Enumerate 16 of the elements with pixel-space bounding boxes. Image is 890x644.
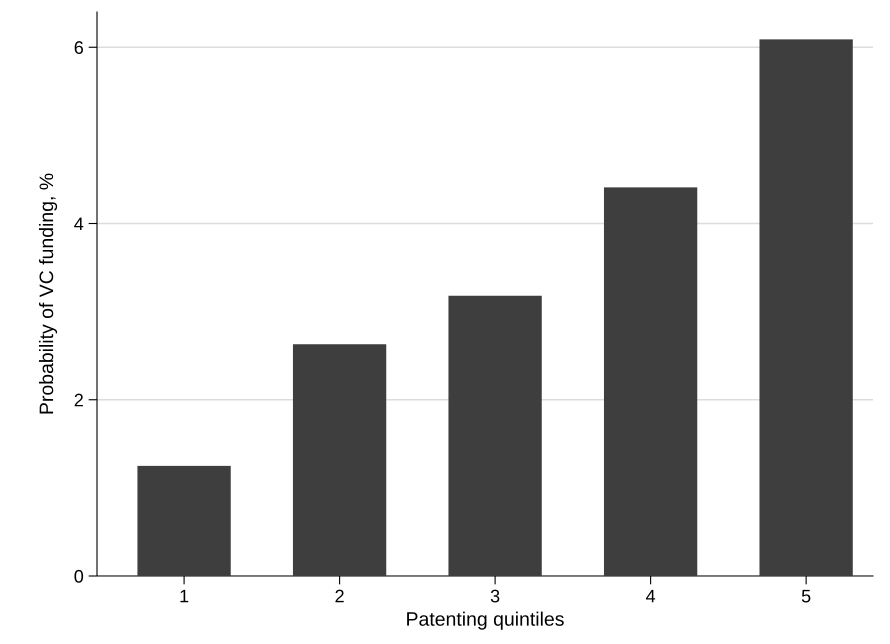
x-axis-title: Patenting quintiles <box>407 612 564 630</box>
y-tick-label: 6 <box>74 41 84 54</box>
bar <box>604 187 698 576</box>
x-tick-label: 5 <box>802 590 810 602</box>
y-axis-title: Probability of VC funding, % <box>38 174 58 414</box>
bar <box>137 466 231 576</box>
bar <box>759 39 853 576</box>
x-tick-label: 4 <box>646 590 656 602</box>
bar <box>292 344 386 576</box>
y-tick-label: 2 <box>74 394 83 406</box>
x-tick-label: 1 <box>180 590 188 602</box>
x-tick-label: 2 <box>335 590 344 602</box>
bar <box>448 296 542 576</box>
y-tick-label: 4 <box>74 218 84 230</box>
y-tick-label: 0 <box>74 570 84 583</box>
x-tick-label: 3 <box>490 590 500 602</box>
